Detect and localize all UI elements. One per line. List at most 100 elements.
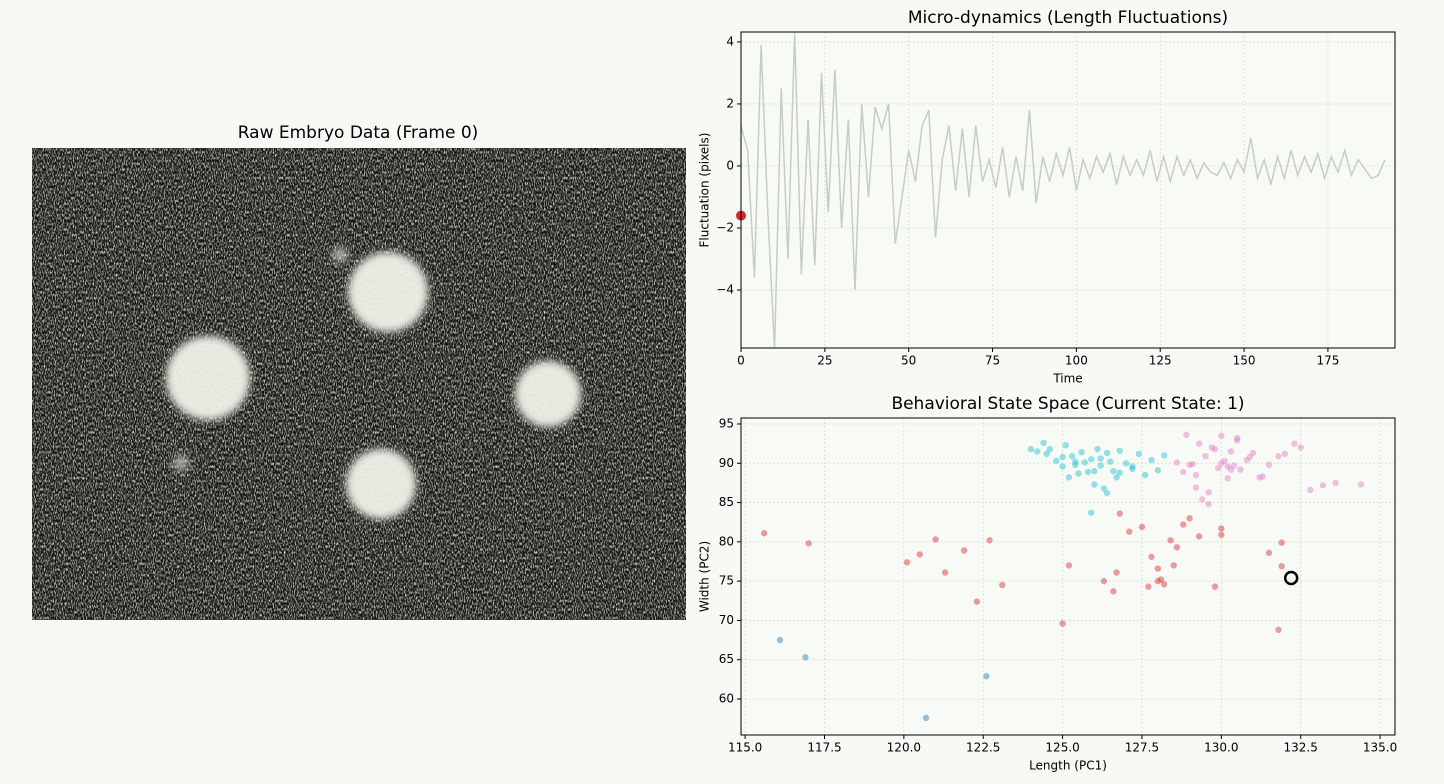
scatter-point	[1097, 455, 1104, 462]
scatter-point	[1230, 462, 1238, 469]
scatter-point	[1211, 445, 1219, 453]
x-tick-label: 75	[985, 354, 1000, 368]
scatter-point	[922, 714, 930, 722]
scatter-point	[903, 559, 911, 566]
scatter-point	[1218, 460, 1225, 467]
scatter-point	[1205, 489, 1212, 496]
scatter-point	[983, 673, 990, 680]
scatter-point	[1072, 458, 1079, 465]
y-tick-label: 80	[719, 534, 734, 548]
scatter-point	[1218, 432, 1225, 439]
current-state	[1283, 570, 1299, 586]
scatter-point	[1192, 484, 1200, 491]
scatter-point	[1126, 528, 1133, 535]
chart-title: Behavioral State Space (Current State: 1…	[891, 394, 1244, 414]
x-axis-label: Time	[1052, 372, 1082, 386]
scatter-point	[1224, 474, 1231, 482]
x-tick-label: 25	[817, 354, 832, 368]
scatter-point	[1148, 553, 1155, 560]
scatter-point	[1180, 468, 1187, 476]
scatter-point	[1113, 569, 1120, 576]
scatter-point	[1046, 445, 1054, 453]
scatter-point	[1122, 460, 1130, 467]
y-axis-label: Fluctuation (pixels)	[698, 133, 712, 248]
scatter-point	[1214, 464, 1222, 472]
y-tick-label: 95	[719, 416, 734, 430]
scatter-point	[1062, 441, 1069, 449]
scatter-point	[932, 536, 939, 543]
scatter-point	[1107, 458, 1114, 465]
scatter-point	[1259, 473, 1266, 480]
y-tick-label: 90	[719, 456, 734, 470]
scatter-point	[1357, 481, 1365, 488]
scatter-point	[1084, 468, 1092, 476]
scatter-point	[1075, 470, 1082, 477]
y-tick-label: −4	[716, 283, 734, 297]
scatter-point	[1040, 439, 1047, 447]
scatter-point	[1297, 444, 1304, 451]
y-tick-label: 65	[719, 652, 734, 666]
y-tick-label: 2	[726, 96, 734, 110]
scatter-point	[1211, 583, 1219, 590]
scatter-point	[1078, 449, 1085, 456]
scatter-point	[1243, 456, 1250, 464]
y-tick-label: 4	[726, 34, 734, 48]
y-tick-label: 0	[726, 158, 734, 172]
x-tick-label: 117.5	[807, 741, 841, 755]
scatter-point	[1180, 521, 1187, 528]
y-tick-label: 60	[719, 692, 734, 706]
scatter-point	[1148, 456, 1155, 464]
scatter-point	[1218, 525, 1225, 532]
scatter-point	[1129, 463, 1136, 470]
scatter-point	[1157, 576, 1165, 583]
x-tick-label: 115.0	[728, 741, 762, 755]
scatter-point	[1237, 466, 1244, 473]
scatter-point	[1183, 431, 1190, 439]
scatter-point	[1141, 471, 1149, 479]
scatter-point	[941, 569, 949, 576]
scatter-point	[1173, 459, 1181, 466]
scatter-point	[1234, 434, 1241, 442]
scatter-point	[1160, 452, 1168, 459]
plot-area	[741, 32, 1395, 348]
x-tick-label: 150	[1233, 354, 1256, 368]
scatter-point	[1192, 471, 1200, 479]
scatter-point	[1186, 515, 1193, 522]
scatter-point	[1053, 457, 1060, 465]
scatter-point	[1087, 456, 1095, 463]
scatter-point	[1145, 583, 1152, 590]
scatter-point	[1224, 463, 1231, 470]
y-tick-label: 70	[719, 613, 734, 627]
scatter-point	[916, 551, 923, 558]
image-panel: Raw Embryo Data (Frame 0)	[32, 123, 686, 620]
scatter-point	[1110, 467, 1117, 475]
scatter-point	[1059, 463, 1066, 470]
scatter-point	[805, 540, 812, 547]
scatter-point	[1097, 462, 1104, 469]
x-axis-label: Length (PC1)	[1029, 759, 1107, 773]
scatter-point	[1059, 453, 1066, 461]
scatter-point	[1103, 489, 1111, 497]
scatter-point	[1265, 461, 1273, 469]
y-tick-label: 75	[719, 574, 734, 588]
x-tick-label: 127.5	[1125, 741, 1159, 755]
scatter-point	[1065, 562, 1073, 569]
x-tick-label: 175	[1316, 354, 1339, 368]
scatter-point	[1100, 485, 1108, 492]
scatter-point	[973, 598, 981, 605]
scatter-point	[1265, 549, 1273, 557]
scatter-point	[1278, 563, 1285, 570]
scatter-point	[1332, 479, 1339, 487]
scatter-point	[1202, 452, 1209, 460]
scatter-point	[1173, 544, 1181, 551]
image-noise	[32, 148, 686, 620]
x-tick-label: 0	[737, 354, 745, 368]
scatter-point	[1094, 445, 1101, 453]
scatter-point	[1087, 509, 1095, 516]
x-tick-label: 130.0	[1204, 741, 1238, 755]
scatter-point	[802, 654, 809, 661]
scatter-point	[1195, 440, 1203, 447]
scatter-point	[1227, 448, 1235, 455]
scatter-point	[986, 537, 993, 544]
